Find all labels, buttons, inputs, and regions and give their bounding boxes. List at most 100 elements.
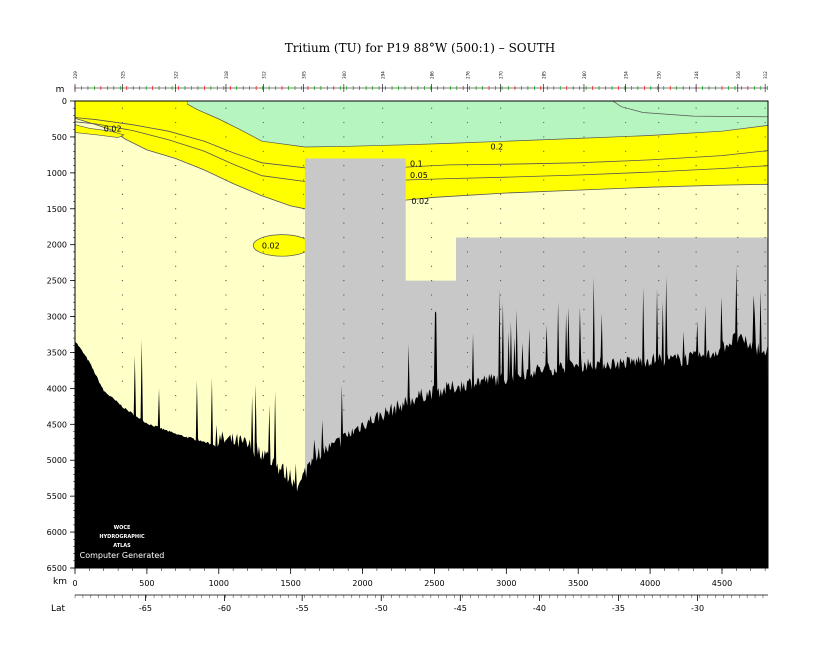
sample-dot <box>262 351 264 354</box>
sample-dot <box>658 107 660 109</box>
sample-dot <box>343 150 345 152</box>
sample-dot <box>737 107 739 109</box>
sample-dot <box>658 121 660 124</box>
sample-dot <box>303 366 305 368</box>
sample-dot <box>382 251 384 253</box>
sample-dot <box>695 294 697 296</box>
sample-dot <box>343 323 345 325</box>
sample-dot <box>225 107 227 109</box>
seafloor-bathymetry <box>75 266 768 568</box>
station-label: 260 <box>582 71 587 79</box>
sample-dot <box>658 165 660 167</box>
station-label: 312 <box>261 71 266 79</box>
sample-dot <box>466 136 469 138</box>
sample-dot <box>303 337 305 339</box>
sample-dot <box>764 251 766 253</box>
sample-dot <box>430 107 433 109</box>
sample-dot <box>499 193 502 195</box>
sample-dot <box>175 380 177 382</box>
y-tick-label: 500 <box>52 133 67 142</box>
sample-dot <box>343 222 345 224</box>
sample-dot <box>121 222 124 224</box>
sample-dot <box>121 165 124 167</box>
sample-dot <box>543 150 545 152</box>
sample-dot <box>430 251 433 253</box>
sample-dot <box>543 280 545 282</box>
sample-dot <box>225 409 227 411</box>
sample-dot <box>382 394 384 397</box>
sample-dot <box>121 236 124 239</box>
y-tick-label: 1000 <box>47 169 67 178</box>
sample-dot <box>625 222 627 224</box>
sample-dot <box>175 265 177 267</box>
sample-dot <box>466 193 469 195</box>
sample-dot <box>625 280 627 282</box>
station-label: 318 <box>224 71 229 79</box>
sample-dot <box>695 265 697 267</box>
sample-dot <box>764 165 766 167</box>
sample-dot <box>175 107 177 109</box>
sample-dot <box>583 337 585 339</box>
sample-dot <box>543 222 545 224</box>
sample-dot <box>466 294 469 296</box>
sample-dot <box>695 193 697 195</box>
sample-dot <box>583 107 585 109</box>
sample-dot <box>175 308 177 310</box>
sample-dot <box>175 294 177 296</box>
sample-dot <box>175 136 177 138</box>
sample-dot <box>262 308 264 310</box>
sample-dot <box>466 121 469 124</box>
sample-dot <box>695 236 697 239</box>
sample-dot <box>583 165 585 167</box>
sample-dot <box>583 208 585 210</box>
sample-dot <box>695 121 697 124</box>
sample-dot <box>466 280 469 282</box>
sample-dot <box>737 251 739 253</box>
station-label: 322 <box>174 71 179 79</box>
sample-dot <box>695 222 697 224</box>
sample-dot <box>658 251 660 253</box>
sample-dot <box>658 136 660 138</box>
sample-dot <box>343 136 345 138</box>
sample-dot <box>583 136 585 138</box>
contour-label: 0.02 <box>262 241 280 250</box>
sample-dot <box>303 165 305 167</box>
sample-dot <box>543 165 545 167</box>
sample-dot <box>543 251 545 253</box>
sample-dot <box>382 107 384 109</box>
sample-dot <box>382 222 384 224</box>
sample-dot <box>430 294 433 296</box>
x-tick-label: 2000 <box>352 579 372 588</box>
sample-dot <box>625 236 627 239</box>
contour-0-02-tongue <box>74 124 125 138</box>
sample-dot <box>499 280 502 282</box>
sample-dot <box>764 179 766 181</box>
sample-dot <box>499 165 502 167</box>
y-tick-label: 4500 <box>47 420 67 429</box>
sample-dot <box>262 208 264 210</box>
sample-dot <box>466 351 469 354</box>
y-tick-label: 6500 <box>47 564 67 573</box>
x-tick-label: 3000 <box>496 579 516 588</box>
station-label: 329 <box>73 71 78 79</box>
sample-dot <box>625 251 627 253</box>
sample-dot <box>121 208 124 210</box>
sample-dot <box>737 121 739 124</box>
sample-dot <box>466 308 469 310</box>
sample-dot <box>737 193 739 195</box>
sample-dot <box>382 165 384 167</box>
sample-dot <box>343 265 345 267</box>
sample-dot <box>695 251 697 253</box>
sample-dot <box>225 380 227 382</box>
sample-dot <box>175 179 177 181</box>
sample-dot <box>499 265 502 267</box>
sample-dot <box>121 323 124 325</box>
contour-label: 0.02 <box>411 197 429 206</box>
sample-dot <box>225 222 227 224</box>
sample-dot <box>737 179 739 181</box>
y-tick-label: 2500 <box>47 277 67 286</box>
sample-dot <box>695 165 697 167</box>
sample-dot <box>625 150 627 152</box>
watermark-line1: WOCE <box>114 525 131 531</box>
sample-dot <box>175 366 177 368</box>
